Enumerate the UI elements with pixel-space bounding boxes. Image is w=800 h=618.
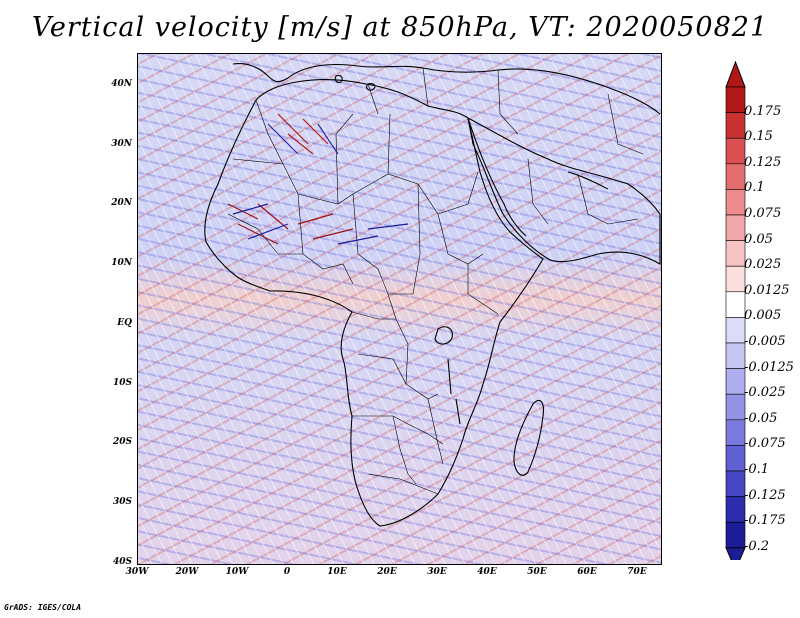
lon-tick-label: 20E: [377, 567, 397, 577]
colorbar-swatch: [725, 163, 746, 190]
map-overlay: [204, 63, 661, 527]
lon-tick-label: 10W: [225, 567, 249, 577]
madagascar-coastline: [513, 399, 544, 476]
colorbar-level-label: 0.175: [744, 103, 782, 119]
colorbar-swatch: [725, 419, 746, 446]
lon-tick-label: 0: [283, 567, 291, 577]
colorbar-level-label: -0.05: [744, 410, 778, 426]
lake-victoria: [434, 326, 453, 345]
colorbar: [725, 60, 746, 560]
colorbar-max-arrow: [725, 60, 746, 88]
lon-tick-label: 40E: [477, 567, 497, 577]
colorbar-swatch: [725, 317, 746, 344]
lat-tick-label: 20S: [112, 437, 132, 447]
colorbar-level-label: 0.05: [744, 231, 773, 247]
colorbar-min-arrow: [725, 547, 746, 560]
colorbar-level-label: 0.1: [744, 180, 765, 196]
lon-tick-label: 30W: [125, 567, 149, 577]
colorbar-level-label: 0.125: [744, 154, 782, 170]
colorbar-swatch: [725, 521, 746, 549]
lon-tick-label: 60E: [577, 567, 597, 577]
colorbar-level-label: -0.025: [744, 385, 786, 401]
colorbar-level-label: -0.125: [744, 487, 786, 503]
map-title: Vertical velocity [m/s] at 850hPa, VT: 2…: [31, 12, 769, 43]
colorbar-swatch: [725, 342, 746, 369]
colorbar-swatch: [725, 86, 746, 113]
lat-tick-label: 40N: [111, 79, 132, 89]
colorbar-swatch: [725, 368, 746, 395]
colorbar-level-label: -0.075: [744, 436, 786, 452]
lon-tick-label: 70E: [627, 567, 647, 577]
lat-tick-label: EQ: [117, 318, 132, 328]
lon-tick-label: 50E: [527, 567, 547, 577]
colorbar-swatch: [725, 265, 746, 293]
colorbar-swatch: [725, 445, 746, 472]
colorbar-swatch: [725, 291, 746, 318]
arabia-coastline: [467, 116, 661, 265]
colorbar-swatch: [725, 496, 746, 523]
colorbar-swatch: [725, 189, 746, 216]
colorbar-swatch: [725, 470, 746, 497]
colorbar-level-label: 0.15: [744, 129, 773, 145]
colorbar-swatch: [725, 240, 746, 267]
colorbar-level-label: -0.1: [744, 462, 770, 477]
colorbar-swatch: [725, 137, 746, 165]
colorbar-swatch: [725, 393, 746, 421]
colorbar-level-label: -0.005: [744, 334, 786, 349]
lat-tick-label: 20N: [111, 198, 132, 208]
colorbar-level-label: 0.025: [744, 257, 782, 273]
lon-tick-label: 20W: [175, 567, 199, 577]
lat-tick-label: 10N: [111, 258, 132, 268]
lat-tick-label: 30N: [111, 139, 132, 149]
colorbar-swatch: [725, 214, 746, 241]
lat-tick-label: 40S: [112, 557, 132, 567]
lon-tick-label: 30E: [427, 567, 447, 577]
europe-coastline: [232, 63, 661, 115]
lat-tick-label: 10S: [112, 378, 132, 388]
africa-coastline: [204, 79, 544, 527]
colorbar-level-label: -0.2: [744, 538, 770, 554]
grads-credit: GrADS: IGES/COLA: [4, 603, 82, 612]
lon-tick-label: 10E: [327, 567, 347, 577]
colorbar-level-label: -0.0125: [744, 359, 794, 375]
colorbar-level-label: 0.005: [744, 308, 782, 324]
colorbar-swatch: [725, 112, 746, 139]
colorbar-level-label: -0.175: [744, 513, 786, 529]
colorbar-level-label: 0.0125: [744, 282, 790, 298]
map-panel: [137, 53, 662, 565]
lat-tick-label: 30S: [112, 497, 132, 507]
colorbar-level-label: 0.075: [744, 206, 782, 221]
